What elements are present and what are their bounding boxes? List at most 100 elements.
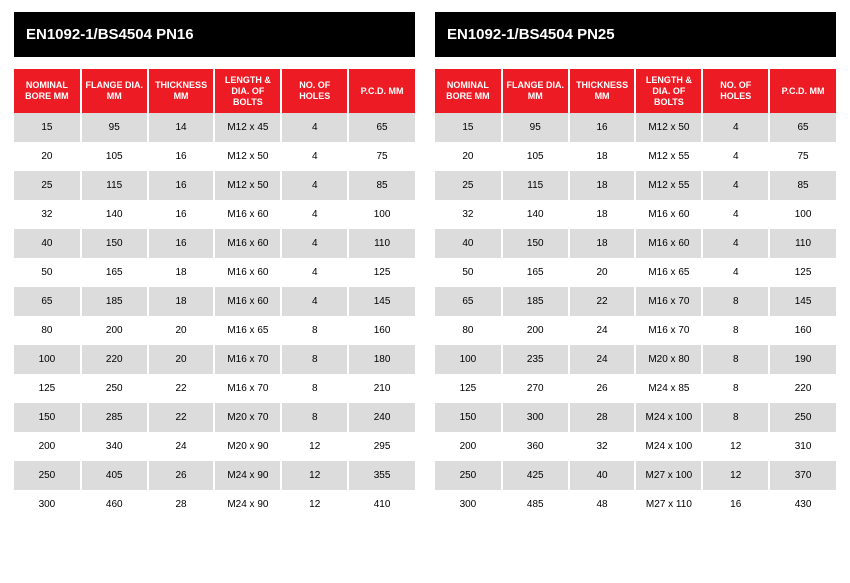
col-header: THICKNESS MM bbox=[148, 69, 215, 113]
table-cell: 220 bbox=[769, 374, 836, 403]
col-header: NOMINAL BORE MM bbox=[14, 69, 81, 113]
table-cell: 115 bbox=[502, 171, 569, 200]
table-cell: 65 bbox=[435, 287, 502, 316]
table-cell: M27 x 110 bbox=[635, 490, 702, 519]
table-cell: 485 bbox=[502, 490, 569, 519]
table-cell: 8 bbox=[702, 345, 769, 374]
table-cell: 12 bbox=[702, 461, 769, 490]
table-cell: M12 x 50 bbox=[214, 171, 281, 200]
table-cell: 8 bbox=[281, 374, 348, 403]
table-row: 4015016M16 x 604110 bbox=[14, 229, 415, 258]
table-cell: 20 bbox=[435, 142, 502, 171]
table-title: EN1092-1/BS4504 PN25 bbox=[435, 12, 836, 57]
table-cell: 32 bbox=[14, 200, 81, 229]
table-row: 6518522M16 x 708145 bbox=[435, 287, 836, 316]
table-cell: 430 bbox=[769, 490, 836, 519]
table-cell: 16 bbox=[702, 490, 769, 519]
table-cell: 28 bbox=[148, 490, 215, 519]
table-cell: 165 bbox=[502, 258, 569, 287]
table-row: 15028522M20 x 708240 bbox=[14, 403, 415, 432]
table-cell: 24 bbox=[569, 316, 636, 345]
table-cell: 145 bbox=[769, 287, 836, 316]
table-cell: 235 bbox=[502, 345, 569, 374]
table-row: 3214018M16 x 604100 bbox=[435, 200, 836, 229]
table-cell: 220 bbox=[81, 345, 148, 374]
table-cell: M16 x 60 bbox=[635, 200, 702, 229]
table-title: EN1092-1/BS4504 PN16 bbox=[14, 12, 415, 57]
table-cell: 210 bbox=[348, 374, 415, 403]
table-cell: 26 bbox=[148, 461, 215, 490]
table-cell: 4 bbox=[702, 171, 769, 200]
table-cell: 40 bbox=[569, 461, 636, 490]
table-cell: 28 bbox=[569, 403, 636, 432]
table-cell: 22 bbox=[148, 403, 215, 432]
table-cell: 12 bbox=[281, 432, 348, 461]
table-cell: 270 bbox=[502, 374, 569, 403]
table-cell: 18 bbox=[569, 229, 636, 258]
table-cell: 4 bbox=[281, 113, 348, 142]
table-cell: 95 bbox=[81, 113, 148, 142]
table-cell: 8 bbox=[281, 345, 348, 374]
table-cell: 405 bbox=[81, 461, 148, 490]
col-header: NO. OF HOLES bbox=[281, 69, 348, 113]
table-cell: 4 bbox=[281, 229, 348, 258]
table-block-pn25: EN1092-1/BS4504 PN25 NOMINAL BORE MM FLA… bbox=[435, 12, 836, 519]
table-row: 15030028M24 x 1008250 bbox=[435, 403, 836, 432]
table-cell: 48 bbox=[569, 490, 636, 519]
table-cell: 425 bbox=[502, 461, 569, 490]
table-cell: 100 bbox=[348, 200, 415, 229]
table-cell: 150 bbox=[14, 403, 81, 432]
table-cell: 16 bbox=[569, 113, 636, 142]
table-cell: 150 bbox=[502, 229, 569, 258]
table-cell: 4 bbox=[281, 287, 348, 316]
col-header: FLANGE DIA. MM bbox=[502, 69, 569, 113]
table-cell: 12 bbox=[281, 490, 348, 519]
table-cell: 300 bbox=[502, 403, 569, 432]
table-cell: 340 bbox=[81, 432, 148, 461]
table-cell: 185 bbox=[502, 287, 569, 316]
table-cell: 18 bbox=[569, 142, 636, 171]
table-cell: 8 bbox=[702, 287, 769, 316]
table-row: 4015018M16 x 604110 bbox=[435, 229, 836, 258]
table-cell: 16 bbox=[148, 171, 215, 200]
table-cell: 250 bbox=[81, 374, 148, 403]
table-cell: 4 bbox=[702, 229, 769, 258]
flange-table-pn16: NOMINAL BORE MM FLANGE DIA. MM THICKNESS… bbox=[14, 69, 415, 519]
table-cell: 26 bbox=[569, 374, 636, 403]
table-row: 5016518M16 x 604125 bbox=[14, 258, 415, 287]
table-cell: 40 bbox=[14, 229, 81, 258]
table-cell: 460 bbox=[81, 490, 148, 519]
table-cell: 12 bbox=[281, 461, 348, 490]
table-row: 2010516M12 x 50475 bbox=[14, 142, 415, 171]
col-header: THICKNESS MM bbox=[569, 69, 636, 113]
table-cell: M12 x 55 bbox=[635, 142, 702, 171]
table-cell: 310 bbox=[769, 432, 836, 461]
table-cell: 110 bbox=[348, 229, 415, 258]
table-row: 10022020M16 x 708180 bbox=[14, 345, 415, 374]
table-cell: 95 bbox=[502, 113, 569, 142]
flange-table-pn25: NOMINAL BORE MM FLANGE DIA. MM THICKNESS… bbox=[435, 69, 836, 519]
table-cell: 150 bbox=[81, 229, 148, 258]
table-cell: 85 bbox=[769, 171, 836, 200]
table-cell: 150 bbox=[435, 403, 502, 432]
col-header: NO. OF HOLES bbox=[702, 69, 769, 113]
table-cell: 25 bbox=[14, 171, 81, 200]
table-cell: 8 bbox=[281, 316, 348, 345]
table-cell: 160 bbox=[769, 316, 836, 345]
table-cell: 22 bbox=[569, 287, 636, 316]
table-row: 30046028M24 x 9012410 bbox=[14, 490, 415, 519]
table-cell: 145 bbox=[348, 287, 415, 316]
table-block-pn16: EN1092-1/BS4504 PN16 NOMINAL BORE MM FLA… bbox=[14, 12, 415, 519]
table-cell: 360 bbox=[502, 432, 569, 461]
table-cell: 125 bbox=[14, 374, 81, 403]
table-cell: 140 bbox=[502, 200, 569, 229]
table-cell: 125 bbox=[348, 258, 415, 287]
table-cell: 190 bbox=[769, 345, 836, 374]
table-cell: 125 bbox=[435, 374, 502, 403]
table-cell: 16 bbox=[148, 142, 215, 171]
table-row: 25042540M27 x 10012370 bbox=[435, 461, 836, 490]
table-cell: 300 bbox=[14, 490, 81, 519]
table-row: 5016520M16 x 654125 bbox=[435, 258, 836, 287]
table-row: 12525022M16 x 708210 bbox=[14, 374, 415, 403]
table-row: 2511518M12 x 55485 bbox=[435, 171, 836, 200]
